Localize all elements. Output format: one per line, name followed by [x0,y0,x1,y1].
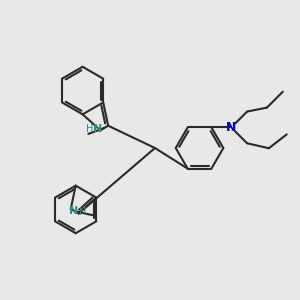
Text: N: N [69,206,78,216]
Text: N: N [93,124,102,134]
Text: N: N [226,121,236,134]
Text: H: H [86,124,93,134]
Text: H: H [79,207,86,217]
